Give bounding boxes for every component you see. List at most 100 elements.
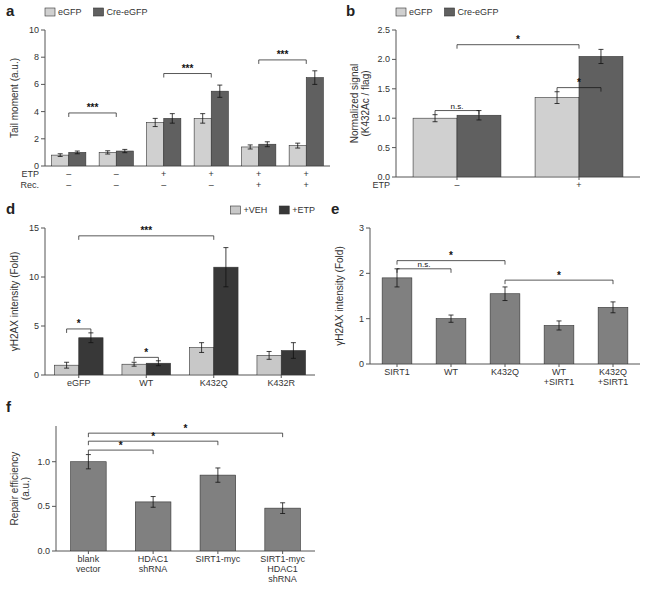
x-tick-label: WT	[444, 367, 458, 377]
error-bar	[86, 455, 91, 469]
significance-bracket	[505, 280, 613, 284]
error-bar	[122, 149, 127, 152]
legend-label: eGFP	[58, 7, 82, 17]
y-axis-label: Normalized signal(K432Ac / flag)	[348, 64, 370, 143]
text-line: γH2AX intensity (Fold)	[8, 252, 19, 351]
background	[0, 0, 650, 594]
text-line: +SIRT1	[544, 377, 575, 387]
y-tick-label: 10	[29, 25, 39, 35]
error-bar	[557, 321, 562, 330]
legend-swatch	[230, 206, 240, 214]
significance-bracket	[557, 88, 601, 92]
annotation: *	[144, 347, 148, 358]
x-row-label: –	[114, 180, 119, 190]
x-row-label: –	[161, 180, 166, 190]
error-bar	[153, 118, 158, 126]
legend-swatch	[445, 8, 455, 16]
y-tick-label: 2	[359, 268, 364, 278]
significance-bracket	[88, 441, 218, 445]
y-tick-label: 1	[359, 314, 364, 324]
x-row-label: +	[304, 169, 309, 179]
panel: aTail moment (a.u.)0246810ETP––++++Rec.–…	[6, 2, 330, 190]
text-line: +	[576, 180, 581, 190]
text-line: shRNA	[268, 574, 297, 584]
legend: eGFP Cre-eGFP	[396, 7, 499, 17]
error-bar	[611, 302, 616, 313]
significance-bracket	[457, 45, 579, 49]
y-tick	[392, 30, 396, 31]
significance-bracket	[69, 113, 117, 117]
bar	[535, 98, 579, 177]
error-bar	[200, 114, 205, 124]
error-bar	[312, 71, 317, 85]
significance-bracket	[88, 433, 282, 437]
bar	[164, 118, 181, 166]
bar	[194, 118, 211, 166]
text-line: Tail moment (a.u.)	[8, 58, 19, 138]
annotation: *	[516, 34, 520, 45]
x-row-label: +	[209, 169, 214, 179]
error-bar	[199, 343, 204, 353]
y-tick	[366, 364, 370, 365]
y-tick-label: 15	[29, 223, 39, 233]
x-tick-label: SIRT1	[384, 367, 409, 377]
bar	[99, 152, 116, 166]
y-tick	[392, 59, 396, 60]
x-tick-label: WT	[139, 378, 153, 388]
y-tick-label: 2	[34, 134, 39, 144]
x-tick-label: K432Q	[200, 378, 228, 388]
legend-item: Cre-eGFP	[94, 7, 148, 17]
text-line: Normalized signal	[348, 64, 359, 143]
error-bar	[267, 351, 272, 359]
y-tick	[41, 30, 45, 31]
title: d	[6, 200, 15, 217]
error-bar	[248, 145, 253, 149]
bar	[436, 319, 466, 364]
y-tick	[392, 177, 396, 178]
legend-label: Cre-eGFP	[458, 7, 499, 17]
text-line: K432Q	[491, 367, 519, 377]
bar	[79, 338, 103, 375]
x-row-label: +	[161, 169, 166, 179]
text-line: WT	[139, 378, 153, 388]
text-line: K432R	[267, 378, 295, 388]
legend-item: eGFP	[396, 7, 433, 17]
y-tick	[41, 277, 45, 278]
text-line: Repair efficiency	[8, 452, 19, 526]
bar	[457, 115, 501, 177]
legend-item: Cre-eGFP	[445, 7, 499, 17]
significance-bracket	[435, 111, 479, 115]
text-line: (K432Ac / flag)	[359, 70, 370, 136]
y-axis-label: Repair efficiency(a.u.)	[8, 452, 30, 526]
text-line: vector	[76, 564, 101, 574]
bar	[200, 475, 236, 551]
significance-bracket	[397, 261, 505, 265]
bar	[116, 151, 133, 166]
legend-item: +ETP	[279, 205, 315, 215]
y-tick-label: 2.0	[377, 54, 390, 64]
y-tick-label: 0.0	[37, 546, 50, 556]
legend-swatch	[45, 8, 55, 16]
y-axis-label: Tail moment (a.u.)	[8, 58, 19, 138]
y-tick	[366, 273, 370, 274]
text-line: +SIRT1	[598, 377, 629, 387]
bar	[598, 307, 628, 364]
error-bar	[58, 154, 63, 157]
error-bar	[75, 151, 80, 154]
error-bar	[555, 92, 560, 104]
text-line: SIRT1-myc	[195, 554, 240, 564]
annotation: *	[557, 270, 561, 281]
text-line: shRNA	[139, 564, 168, 574]
error-bar	[280, 503, 285, 514]
marks	[71, 455, 301, 551]
error-bar	[265, 142, 270, 147]
x-tick-label: eGFP	[67, 378, 91, 388]
y-axis-line	[45, 228, 46, 375]
text-line: WT	[444, 367, 458, 377]
y-tick	[392, 147, 396, 148]
annotation: *	[577, 77, 581, 88]
bar	[413, 118, 457, 177]
bar	[265, 508, 301, 551]
bar	[382, 278, 412, 364]
bar	[242, 147, 259, 166]
